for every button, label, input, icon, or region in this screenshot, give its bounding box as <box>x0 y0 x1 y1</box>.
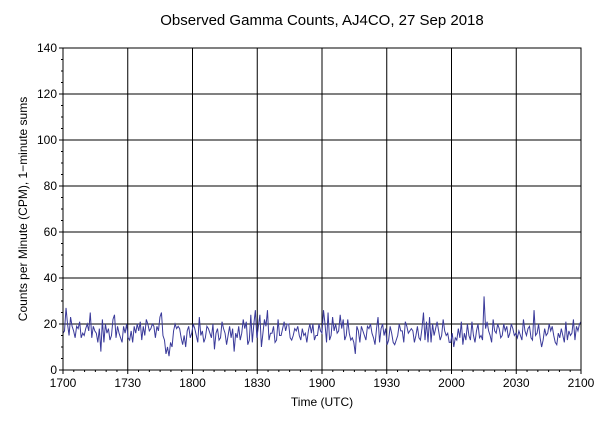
y-tick-label: 40 <box>44 271 58 285</box>
chart-title: Observed Gamma Counts, AJ4CO, 27 Sep 201… <box>160 12 484 29</box>
x-tick-label: 1700 <box>50 376 77 390</box>
series-line-cpm <box>62 296 582 357</box>
y-tick-label: 140 <box>37 41 57 55</box>
x-tick-label: 2000 <box>438 376 465 390</box>
y-tick-label: 60 <box>44 225 58 239</box>
x-tick-label: 1830 <box>244 376 271 390</box>
x-axis-label: Time (UTC) <box>291 395 353 409</box>
y-axis: 0 20 40 60 80 100 120 140 <box>37 41 63 377</box>
grid <box>63 48 581 370</box>
y-tick-label: 20 <box>44 317 58 331</box>
y-tick-label: 120 <box>37 87 57 101</box>
x-tick-label: 1930 <box>373 376 400 390</box>
plot-frame <box>62 47 582 371</box>
x-tick-label: 1730 <box>114 376 141 390</box>
y-axis-label: Counts per Minute (CPM), 1−minute sums <box>16 97 30 321</box>
x-tick-label: 2030 <box>503 376 530 390</box>
x-tick-label: 1800 <box>179 376 206 390</box>
y-tick-label: 100 <box>37 133 57 147</box>
x-tick-label: 1900 <box>309 376 336 390</box>
x-axis: 1700 1730 1800 1830 1900 1930 2000 2030 2100 <box>50 370 595 390</box>
y-tick-label: 80 <box>44 179 58 193</box>
x-tick-label: 2100 <box>568 376 595 390</box>
y-tick-label: 0 <box>50 363 57 377</box>
